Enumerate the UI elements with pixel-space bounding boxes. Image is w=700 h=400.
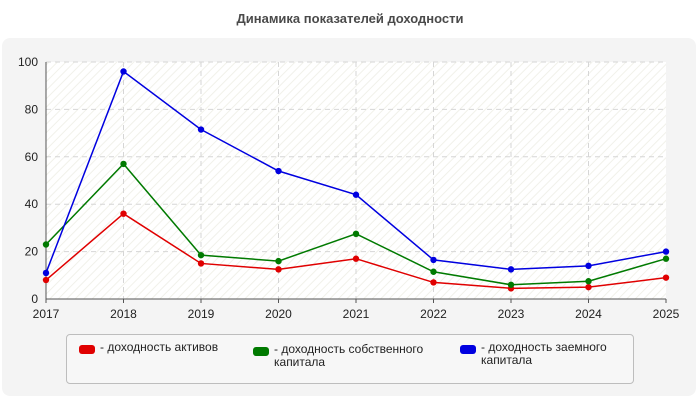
data-point — [352, 191, 360, 198]
y-tick-label: 0 — [31, 292, 38, 306]
data-point — [585, 262, 592, 270]
data-point — [585, 283, 592, 291]
data-point — [120, 68, 127, 75]
legend-swatch-debt — [460, 345, 476, 354]
legend-label-assets: - доходность активов — [100, 340, 219, 354]
legend-swatch-equity — [253, 347, 269, 356]
x-tick-label: 2018 — [110, 307, 137, 321]
data-point — [352, 230, 360, 238]
tick-labels: 0 20 40 60 80 100 2017 2018 2019 2020 2021 2022 2023… — [18, 55, 680, 321]
legend-label-debt: - доходность заемного капитала — [481, 340, 607, 367]
data-point — [430, 268, 437, 275]
data-point — [120, 210, 127, 217]
chart-title: Динамика показателей доходности — [236, 11, 464, 26]
x-tick-label: 2017 — [33, 307, 60, 321]
legend-swatch-assets — [79, 345, 95, 354]
data-point — [662, 255, 670, 262]
y-tick-label: 80 — [25, 102, 39, 116]
data-point — [275, 266, 282, 273]
data-point — [585, 278, 592, 285]
axes — [45, 62, 667, 303]
data-point — [42, 276, 50, 284]
data-point — [430, 256, 437, 264]
data-point — [275, 257, 282, 265]
x-tick-label: 2025 — [653, 307, 680, 321]
grid — [46, 61, 666, 299]
data-point — [42, 269, 50, 277]
data-point — [42, 241, 50, 248]
legend: - доходность активов - доходность собств… — [66, 334, 634, 384]
legend-label-equity: - доходность собственного капитала — [274, 342, 424, 369]
data-point — [507, 281, 515, 288]
y-tick-label: 100 — [18, 55, 38, 69]
x-tick-label: 2022 — [420, 307, 447, 321]
x-tick-label: 2019 — [188, 307, 215, 321]
x-tick-label: 2024 — [575, 307, 602, 321]
data-point — [430, 279, 437, 286]
y-tick-label: 40 — [25, 197, 39, 211]
x-tick-label: 2020 — [265, 307, 292, 321]
data-point — [120, 160, 127, 168]
x-tick-label: 2021 — [343, 307, 370, 321]
data-point — [507, 266, 515, 273]
data-point — [662, 274, 670, 281]
y-tick-label: 60 — [25, 150, 39, 164]
x-tick-label: 2023 — [498, 307, 525, 321]
data-point — [197, 126, 205, 133]
data-point — [197, 260, 205, 267]
data-point — [662, 248, 670, 255]
data-point — [352, 255, 360, 262]
series-group — [42, 68, 670, 292]
y-tick-label: 20 — [25, 245, 39, 259]
data-point — [197, 251, 205, 259]
data-point — [275, 167, 282, 175]
